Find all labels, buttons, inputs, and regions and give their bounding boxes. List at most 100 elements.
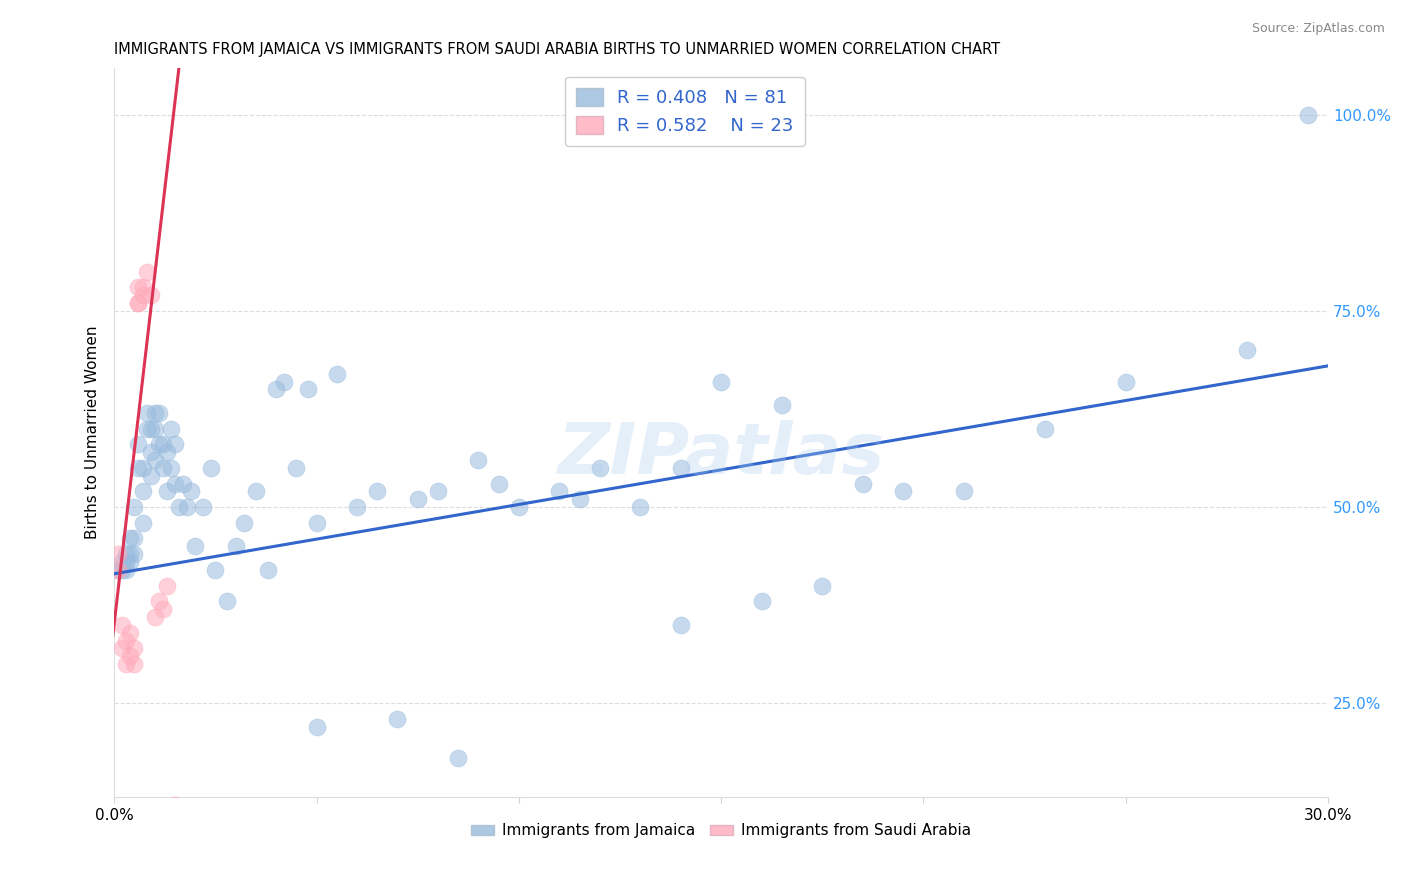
Point	[406, 492, 429, 507]
Point	[568, 492, 591, 507]
Point	[447, 751, 470, 765]
Y-axis label: Births to Unmarried Women: Births to Unmarried Women	[86, 326, 100, 540]
Point	[124, 547, 146, 561]
Point	[346, 500, 368, 514]
Point	[115, 555, 138, 569]
Point	[156, 578, 179, 592]
Point	[107, 563, 129, 577]
Point	[111, 563, 134, 577]
Point	[131, 280, 153, 294]
Point	[115, 547, 138, 561]
Point	[204, 563, 226, 577]
Point	[305, 720, 328, 734]
Point	[135, 422, 157, 436]
Point	[163, 798, 186, 813]
Point	[264, 383, 287, 397]
Point	[891, 484, 914, 499]
Point	[111, 641, 134, 656]
Point	[160, 461, 183, 475]
Point	[127, 437, 149, 451]
Point	[139, 422, 162, 436]
Point	[163, 476, 186, 491]
Point	[669, 461, 692, 475]
Point	[366, 484, 388, 499]
Point	[200, 461, 222, 475]
Point	[143, 406, 166, 420]
Point	[163, 437, 186, 451]
Point	[148, 437, 170, 451]
Point	[589, 461, 612, 475]
Point	[107, 563, 129, 577]
Point	[669, 617, 692, 632]
Point	[139, 445, 162, 459]
Text: ZIPatlas: ZIPatlas	[557, 420, 884, 489]
Point	[811, 578, 834, 592]
Point	[628, 500, 651, 514]
Point	[257, 563, 280, 577]
Point	[115, 657, 138, 671]
Point	[111, 617, 134, 632]
Point	[139, 288, 162, 302]
Point	[167, 500, 190, 514]
Point	[120, 547, 142, 561]
Point	[852, 476, 875, 491]
Point	[160, 422, 183, 436]
Point	[156, 484, 179, 499]
Point	[152, 461, 174, 475]
Point	[143, 422, 166, 436]
Text: Source: ZipAtlas.com: Source: ZipAtlas.com	[1251, 22, 1385, 36]
Text: IMMIGRANTS FROM JAMAICA VS IMMIGRANTS FROM SAUDI ARABIA BIRTHS TO UNMARRIED WOME: IMMIGRANTS FROM JAMAICA VS IMMIGRANTS FR…	[114, 42, 1000, 57]
Point	[120, 649, 142, 664]
Point	[124, 657, 146, 671]
Point	[548, 484, 571, 499]
Point	[143, 610, 166, 624]
Point	[508, 500, 530, 514]
Point	[107, 547, 129, 561]
Point	[111, 555, 134, 569]
Point	[770, 398, 793, 412]
Point	[115, 563, 138, 577]
Point	[426, 484, 449, 499]
Point	[131, 516, 153, 530]
Point	[488, 476, 510, 491]
Point	[326, 367, 349, 381]
Point	[387, 712, 409, 726]
Point	[156, 445, 179, 459]
Point	[131, 288, 153, 302]
Point	[1296, 108, 1319, 122]
Point	[285, 461, 308, 475]
Point	[273, 375, 295, 389]
Point	[193, 500, 215, 514]
Point	[120, 532, 142, 546]
Point	[124, 500, 146, 514]
Legend: Immigrants from Jamaica, Immigrants from Saudi Arabia: Immigrants from Jamaica, Immigrants from…	[465, 817, 977, 845]
Point	[135, 265, 157, 279]
Point	[120, 625, 142, 640]
Point	[152, 437, 174, 451]
Point	[297, 383, 319, 397]
Point	[180, 484, 202, 499]
Point	[163, 814, 186, 828]
Point	[124, 641, 146, 656]
Point	[232, 516, 254, 530]
Point	[751, 594, 773, 608]
Point	[115, 633, 138, 648]
Point	[1033, 422, 1056, 436]
Point	[127, 280, 149, 294]
Point	[176, 500, 198, 514]
Point	[710, 375, 733, 389]
Point	[124, 532, 146, 546]
Point	[184, 539, 207, 553]
Point	[953, 484, 976, 499]
Point	[135, 406, 157, 420]
Point	[127, 296, 149, 310]
Point	[245, 484, 267, 499]
Point	[305, 516, 328, 530]
Point	[127, 461, 149, 475]
Point	[139, 468, 162, 483]
Point	[148, 594, 170, 608]
Point	[148, 406, 170, 420]
Point	[143, 453, 166, 467]
Point	[172, 476, 194, 491]
Point	[217, 594, 239, 608]
